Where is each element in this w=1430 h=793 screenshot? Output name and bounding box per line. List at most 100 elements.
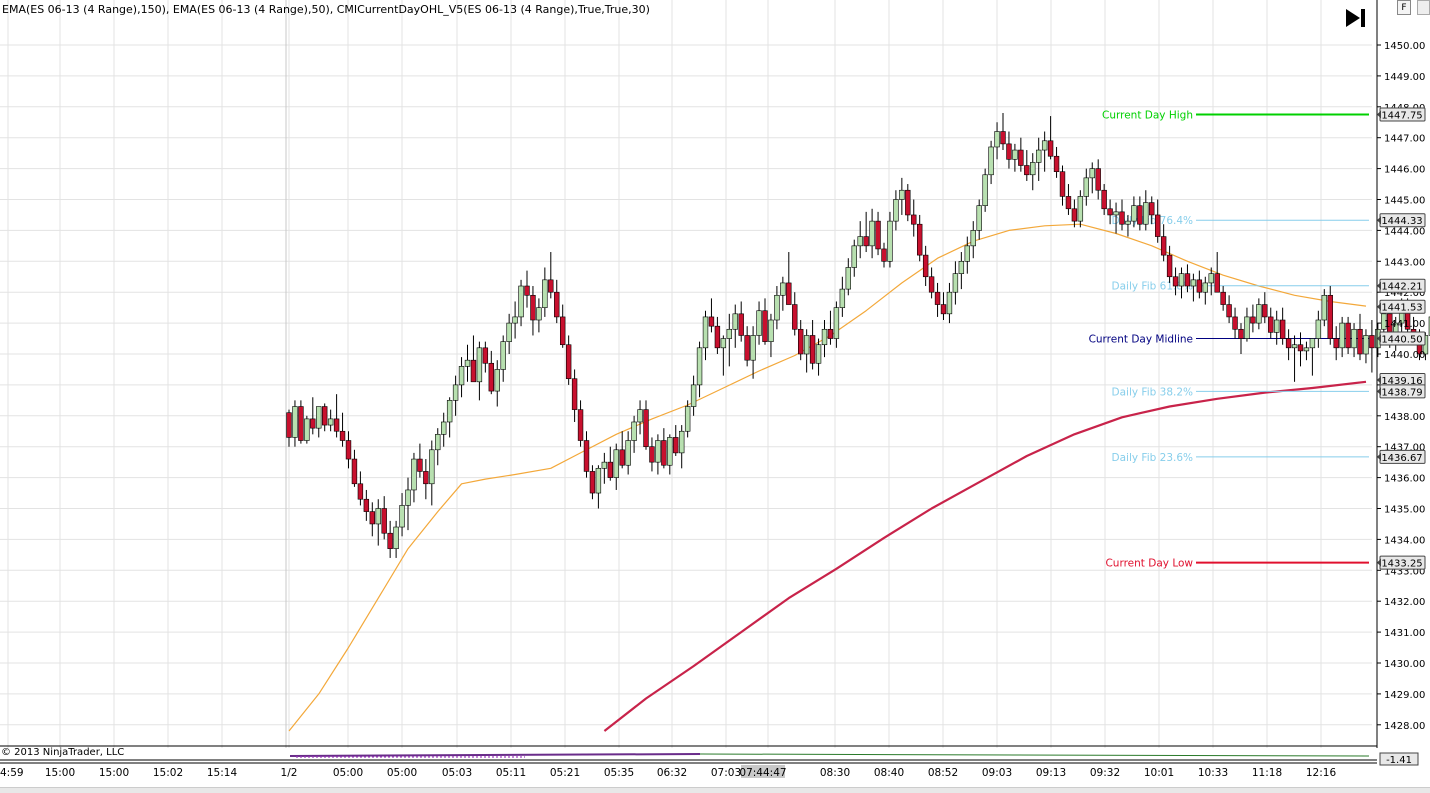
candle-up bbox=[833, 307, 840, 339]
ema-lines bbox=[288, 223, 1367, 732]
y-tick-label: 1443.00 bbox=[1384, 257, 1425, 268]
price-tag-label: 1433.25 bbox=[1381, 559, 1422, 570]
price-tag-label: 1439.16 bbox=[1381, 376, 1422, 387]
chart-f-button[interactable]: F bbox=[1397, 0, 1411, 15]
candle-down bbox=[1095, 168, 1101, 191]
candle-up bbox=[750, 335, 756, 361]
candle-up bbox=[887, 220, 893, 262]
y-tick-label: 1449.00 bbox=[1384, 72, 1425, 83]
y-tick-label: 1432.00 bbox=[1384, 597, 1425, 608]
x-tick-label: 09:13 bbox=[1036, 767, 1066, 779]
y-tick-label: 1436.00 bbox=[1384, 474, 1425, 485]
candle-up bbox=[1077, 196, 1084, 222]
candle-up bbox=[851, 245, 857, 268]
candle-up bbox=[304, 418, 310, 441]
candle-up bbox=[899, 189, 905, 200]
candle-down bbox=[643, 409, 649, 447]
x-tick-label: 15:14 bbox=[207, 767, 238, 779]
indicators-title: EMA(ES 06-13 (4 Range),150), EMA(ES 06-1… bbox=[2, 3, 650, 16]
candle-up bbox=[512, 316, 518, 324]
x-tick-label: 09:03 bbox=[982, 767, 1012, 779]
y-tick-label: 1442.00 bbox=[1384, 288, 1425, 299]
candle-up bbox=[500, 341, 506, 370]
y-tick-label: 1437.00 bbox=[1384, 443, 1425, 454]
candle-down bbox=[762, 310, 768, 342]
candle-down bbox=[381, 508, 387, 534]
candle-up bbox=[536, 307, 542, 321]
chart-grid bbox=[0, 0, 1372, 748]
candle-down bbox=[738, 313, 744, 336]
x-tick-label: 05:35 bbox=[604, 767, 634, 779]
candle-down bbox=[357, 483, 364, 500]
candle-down bbox=[827, 328, 834, 339]
level-label: Daily Fib 23.6% bbox=[1112, 452, 1193, 464]
candle-up bbox=[625, 440, 631, 466]
level-label: Current Day Midline bbox=[1089, 334, 1193, 346]
price-tag-label: 1436.67 bbox=[1381, 453, 1422, 464]
candle-down bbox=[875, 220, 881, 250]
candle-down bbox=[571, 378, 578, 410]
candle-up bbox=[1113, 211, 1119, 216]
candle-down bbox=[351, 458, 358, 485]
candle-down bbox=[286, 412, 292, 438]
candle-up bbox=[458, 366, 465, 386]
candle-up bbox=[631, 421, 637, 441]
y-tick-label: 1441.00 bbox=[1384, 319, 1425, 330]
candle-down bbox=[1262, 304, 1268, 318]
horizontal-scrollbar[interactable] bbox=[0, 787, 1430, 793]
candle-down bbox=[488, 362, 494, 392]
price-tag-pointer bbox=[1377, 452, 1381, 461]
candle-up bbox=[1190, 279, 1197, 287]
price-tag-pointer bbox=[1377, 110, 1381, 119]
price-tag-pointer bbox=[1377, 334, 1381, 343]
x-tick-label: 10:01 bbox=[1144, 767, 1174, 779]
candle-down bbox=[1268, 316, 1274, 333]
scroll-up-button[interactable] bbox=[1417, 0, 1430, 15]
price-tag-label: 1441.53 bbox=[1381, 303, 1422, 314]
candle-up bbox=[1178, 273, 1185, 287]
candle-down bbox=[1333, 338, 1339, 349]
candle-up bbox=[678, 430, 685, 454]
candle-up bbox=[1274, 319, 1280, 333]
y-tick-label: 1444.00 bbox=[1384, 226, 1425, 237]
y-tick-label: 1450.00 bbox=[1384, 41, 1425, 52]
candle-up bbox=[1256, 304, 1262, 324]
candle-up bbox=[542, 279, 548, 308]
candle-down bbox=[583, 440, 590, 472]
candle-down bbox=[1369, 335, 1375, 349]
candle-up bbox=[393, 526, 399, 549]
candle-up bbox=[506, 322, 512, 342]
candle-down bbox=[1250, 316, 1256, 324]
candle-up bbox=[518, 285, 524, 318]
candle-down bbox=[1155, 214, 1161, 237]
candle-down bbox=[1065, 196, 1072, 210]
level-label: Current Day Low bbox=[1105, 558, 1193, 570]
candle-down bbox=[619, 449, 625, 466]
candle-up bbox=[732, 313, 738, 330]
candle-up bbox=[464, 359, 471, 367]
indicator-value: -1.41 bbox=[1386, 755, 1412, 766]
candle-up bbox=[1083, 177, 1090, 197]
candle-up bbox=[316, 406, 322, 429]
x-tick-label: 10:33 bbox=[1198, 767, 1228, 779]
candle-down bbox=[1018, 149, 1024, 166]
candle-up bbox=[1321, 294, 1328, 321]
candle-down bbox=[548, 279, 554, 293]
candle-up bbox=[702, 316, 709, 349]
candle-up bbox=[768, 319, 774, 342]
candle-up bbox=[839, 288, 846, 308]
price-tag-pointer bbox=[1377, 281, 1381, 290]
go-to-end-button[interactable] bbox=[1343, 6, 1369, 30]
candle-up bbox=[780, 282, 786, 296]
candle-down bbox=[1232, 316, 1238, 330]
candle-up bbox=[964, 245, 971, 262]
y-tick-label: 1445.00 bbox=[1384, 196, 1425, 207]
candle-down bbox=[1006, 143, 1012, 160]
candle-up bbox=[292, 406, 298, 438]
y-tick-label: 1433.00 bbox=[1384, 566, 1425, 577]
candle-down bbox=[1166, 254, 1173, 278]
candle-down bbox=[1196, 279, 1203, 293]
candle-down bbox=[708, 316, 715, 327]
candle-up bbox=[476, 347, 483, 383]
